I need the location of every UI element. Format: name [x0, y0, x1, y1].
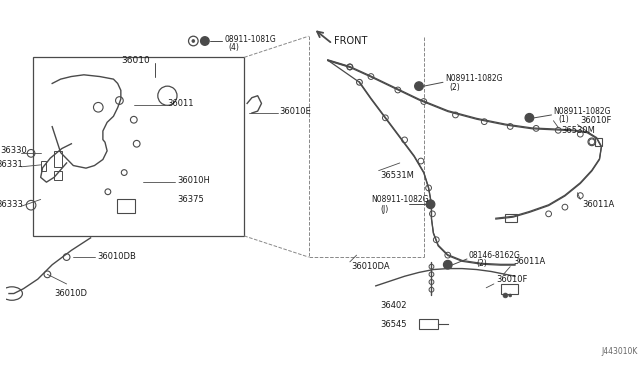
Text: 36010E: 36010E: [280, 107, 312, 116]
Circle shape: [525, 113, 534, 122]
Text: N08911-1082G: N08911-1082G: [554, 107, 611, 116]
Bar: [500, 284, 518, 294]
Text: N: N: [416, 84, 422, 89]
Text: N: N: [445, 262, 451, 267]
Text: 36011A: 36011A: [582, 200, 614, 209]
Text: 36010DA: 36010DA: [352, 262, 390, 271]
Text: 36010: 36010: [122, 56, 150, 65]
Bar: [595, 138, 602, 146]
Bar: [54, 151, 62, 167]
Text: (1): (1): [558, 115, 569, 124]
Text: 36010F: 36010F: [496, 275, 527, 283]
Text: (4): (4): [229, 43, 240, 52]
Text: J443010K: J443010K: [602, 347, 638, 356]
Text: N: N: [428, 202, 433, 207]
Text: 36011A: 36011A: [513, 257, 545, 266]
Bar: [41, 161, 47, 171]
Text: 36010H: 36010H: [177, 176, 210, 185]
Bar: [506, 214, 517, 222]
Circle shape: [503, 293, 508, 298]
Text: 36530M: 36530M: [561, 126, 595, 135]
Text: 36010DB: 36010DB: [97, 251, 136, 261]
Circle shape: [415, 82, 423, 90]
Circle shape: [444, 260, 452, 269]
Circle shape: [192, 39, 195, 42]
Text: 36531M: 36531M: [381, 171, 415, 180]
Circle shape: [200, 37, 209, 45]
Bar: [118, 199, 135, 213]
Text: 08146-8162G: 08146-8162G: [469, 251, 521, 260]
Bar: [54, 171, 62, 180]
Text: 36010D: 36010D: [54, 289, 87, 298]
Text: N: N: [202, 39, 207, 44]
Text: 36011: 36011: [168, 99, 194, 108]
Text: FRONT: FRONT: [335, 36, 368, 46]
Text: (2): (2): [477, 259, 487, 268]
Text: 36333: 36333: [0, 200, 24, 209]
Text: 36402: 36402: [381, 301, 407, 310]
Text: 36375: 36375: [177, 195, 204, 204]
Text: N08911-1082G: N08911-1082G: [445, 74, 502, 83]
Bar: [419, 320, 438, 329]
Text: 36545: 36545: [381, 320, 407, 329]
Text: 36010F: 36010F: [580, 116, 612, 125]
Text: N: N: [527, 115, 532, 120]
Text: (2): (2): [450, 83, 460, 92]
Text: (J): (J): [381, 205, 389, 214]
Text: 08911-1081G: 08911-1081G: [224, 35, 276, 44]
Circle shape: [509, 294, 511, 297]
Text: 36331: 36331: [0, 160, 23, 169]
Text: N08911-1082G: N08911-1082G: [371, 195, 428, 204]
Text: 36330: 36330: [1, 146, 27, 155]
Circle shape: [426, 200, 435, 209]
Bar: [33, 57, 244, 236]
